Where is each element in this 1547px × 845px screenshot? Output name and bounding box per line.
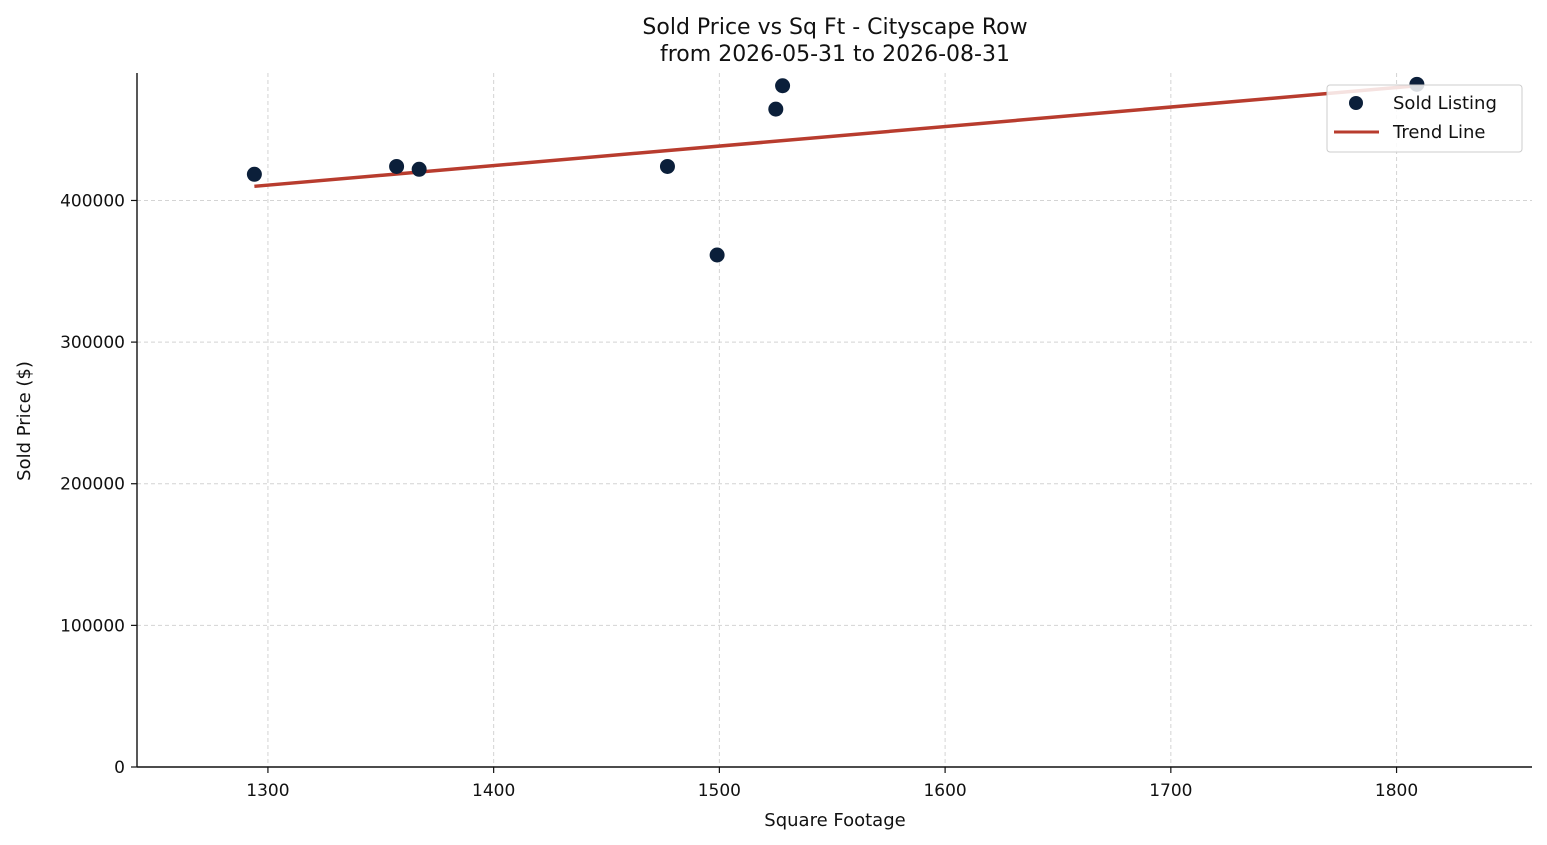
legend-box	[1326, 84, 1523, 153]
y-tick-label: 0	[114, 758, 125, 778]
data-point	[768, 101, 784, 117]
legend-label-trend-line: Trend Line	[1392, 122, 1486, 143]
x-tick-label: 1500	[698, 781, 741, 801]
data-point	[411, 161, 427, 177]
data-point	[709, 247, 725, 263]
y-tick-label: 100000	[60, 616, 125, 636]
x-tick-label: 1800	[1375, 781, 1418, 801]
y-axis-ticks: 0 100000 200000 300000 400000	[60, 191, 137, 778]
y-axis-label: Sold Price ($)	[14, 361, 35, 481]
x-axis-ticks: 1300 1400 1500 1600 1700 1800	[246, 767, 1418, 801]
legend-marker-sold-listing	[1349, 96, 1363, 110]
y-tick-label: 200000	[60, 475, 125, 495]
grid-lines	[137, 73, 1532, 767]
chart-subtitle: from 2026-05-31 to 2026-08-31	[660, 42, 1010, 67]
trend-line-series	[254, 84, 1418, 189]
trend-line	[254, 84, 1418, 189]
data-point	[389, 158, 405, 174]
data-point	[246, 166, 262, 182]
data-point	[775, 78, 791, 94]
x-tick-label: 1600	[923, 781, 966, 801]
legend-label-sold-listing: Sold Listing	[1393, 93, 1497, 114]
scatter-series	[246, 76, 1425, 263]
x-tick-label: 1700	[1149, 781, 1192, 801]
x-tick-label: 1400	[472, 781, 515, 801]
x-axis-label: Square Footage	[764, 810, 905, 831]
chart-title: Sold Price vs Sq Ft - Cityscape Row	[642, 15, 1027, 40]
x-tick-label: 1300	[246, 781, 289, 801]
data-point	[659, 158, 675, 174]
legend: Sold Listing Trend Line	[1326, 84, 1523, 153]
y-tick-label: 400000	[60, 191, 125, 211]
y-tick-label: 300000	[60, 333, 125, 353]
